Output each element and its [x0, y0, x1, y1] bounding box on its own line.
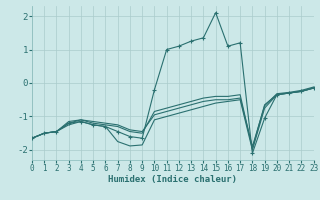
X-axis label: Humidex (Indice chaleur): Humidex (Indice chaleur): [108, 175, 237, 184]
